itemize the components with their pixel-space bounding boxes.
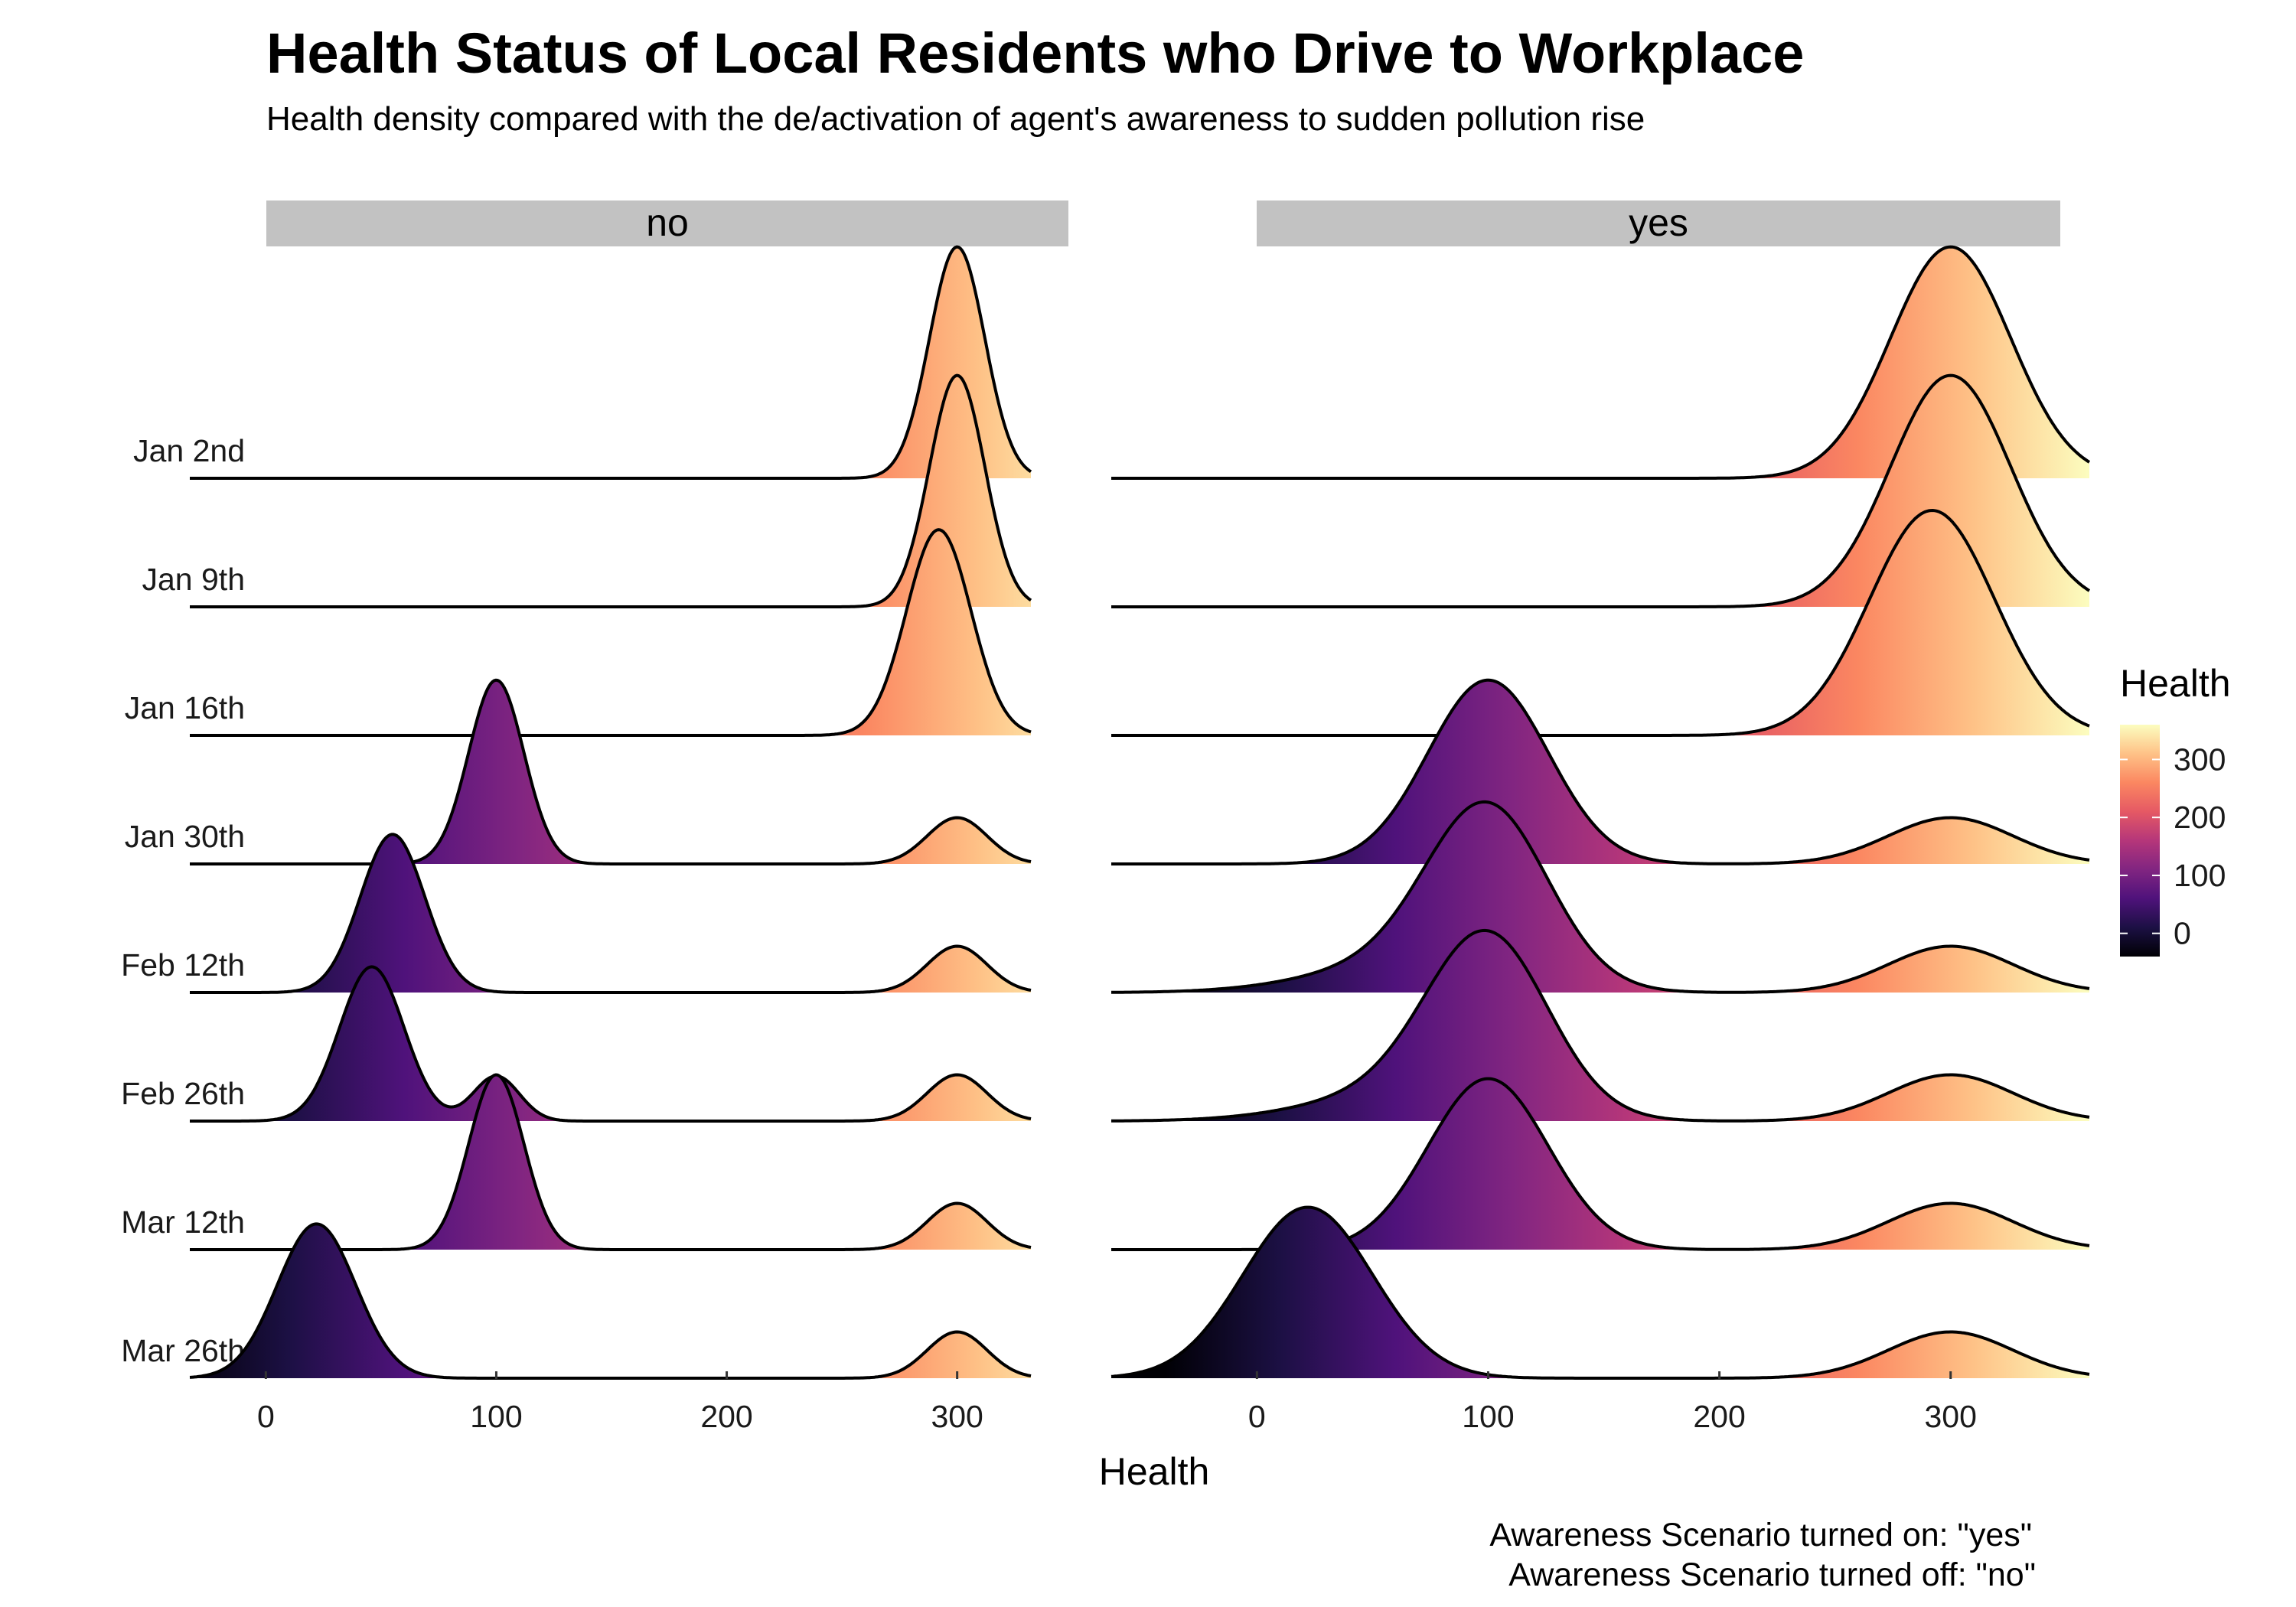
y-tick-label: Mar 26th xyxy=(121,1333,245,1368)
chart-subtitle: Health density compared with the de/acti… xyxy=(266,100,1645,138)
ridge-fill-feb-26th xyxy=(1111,930,2089,1121)
ridge-fill-jan-16th xyxy=(190,530,1031,735)
y-axis-labels: Jan 2nd Jan 9th Jan 16th Jan 30th Feb 12th Fe… xyxy=(121,433,245,1368)
x-tick-label: 200 xyxy=(700,1399,752,1434)
ridge-line-feb-26th xyxy=(1111,928,2090,1123)
x-tick-label: 100 xyxy=(1462,1399,1514,1434)
y-tick-label: Mar 12th xyxy=(121,1204,245,1240)
legend-tick-label: 300 xyxy=(2174,742,2226,777)
ridge-line-jan-9th xyxy=(190,373,1032,608)
ridge-fill-jan-9th xyxy=(1111,375,2089,607)
x-tick-label: 100 xyxy=(470,1399,522,1434)
y-tick-label: Jan 16th xyxy=(125,690,245,725)
ridge-line-jan-2nd xyxy=(1111,245,2091,480)
legend-tick-label: 100 xyxy=(2174,858,2226,893)
legend-title: Health xyxy=(2120,662,2231,705)
ridge-fill-jan-30th xyxy=(190,680,1031,864)
y-tick-label: Jan 30th xyxy=(125,819,245,854)
y-tick-label: Jan 9th xyxy=(142,562,246,597)
ridge-fill-jan-30th xyxy=(1111,680,2089,864)
x-tick-label: 0 xyxy=(257,1399,275,1434)
y-tick-label: Feb 26th xyxy=(121,1076,245,1111)
ridge-line-mar-26th xyxy=(1110,1205,2090,1380)
ridge-line-jan-16th xyxy=(190,528,1032,737)
legend-tick-label: 200 xyxy=(2174,800,2226,835)
facet-strip xyxy=(266,200,1068,246)
x-tick-label: 300 xyxy=(1925,1399,1977,1434)
ridge-fill-jan-16th xyxy=(1111,510,2089,735)
facet-panels: no 0 100 200 300 yes 0 100 200 300 xyxy=(189,200,2091,1434)
ridge-fill-mar-12th xyxy=(190,1074,1031,1250)
x-tick-label: 0 xyxy=(1248,1399,1266,1434)
ridge-line-jan-9th xyxy=(1111,373,2091,608)
caption-line-1: Awareness Scenario turned on: "yes" xyxy=(1489,1517,2032,1553)
ridge-line-jan-30th xyxy=(1111,678,2090,865)
legend-tick-label: 0 xyxy=(2174,916,2191,951)
caption-line-2: Awareness Scenario turned off: "no" xyxy=(1508,1556,2036,1593)
ridge-line-feb-12th xyxy=(190,833,1032,994)
y-tick-label: Feb 12th xyxy=(121,947,245,983)
ridge-fill-feb-12th xyxy=(190,834,1031,993)
y-tick-label: Jan 2nd xyxy=(133,433,245,468)
ridge-line-jan-2nd xyxy=(190,245,1032,480)
ridge-line-feb-12th xyxy=(1111,800,2090,994)
caption: Awareness Scenario turned on: "yes" Awar… xyxy=(1489,1517,2036,1593)
facet-strip xyxy=(1257,200,2060,246)
chart-title: Health Status of Local Residents who Dri… xyxy=(266,21,1804,85)
ridge-fill-mar-12th xyxy=(1111,1078,2089,1250)
ridge-fill-feb-12th xyxy=(1111,801,2089,993)
ridge-fill-feb-26th xyxy=(190,966,1031,1121)
facet-strip-label: yes xyxy=(1629,201,1688,244)
ridge-line-jan-16th xyxy=(1111,508,2090,737)
x-axis-title: Health xyxy=(1099,1450,1210,1493)
legend-colorbar xyxy=(2120,725,2160,957)
facet-no: no 0 100 200 300 xyxy=(189,200,1068,1434)
ridge-line-feb-26th xyxy=(190,965,1032,1123)
facet-yes: yes 0 100 200 300 xyxy=(1110,200,2091,1434)
facet-strip-label: no xyxy=(646,201,689,244)
ridge-fill-mar-26th xyxy=(190,1224,1031,1378)
x-tick-label: 300 xyxy=(931,1399,983,1434)
fill-legend: Health 0 100 200 300 xyxy=(2120,662,2231,957)
x-tick-label: 200 xyxy=(1693,1399,1745,1434)
ridge-line-jan-30th xyxy=(190,678,1032,865)
ridge-line-mar-26th xyxy=(189,1222,1032,1380)
